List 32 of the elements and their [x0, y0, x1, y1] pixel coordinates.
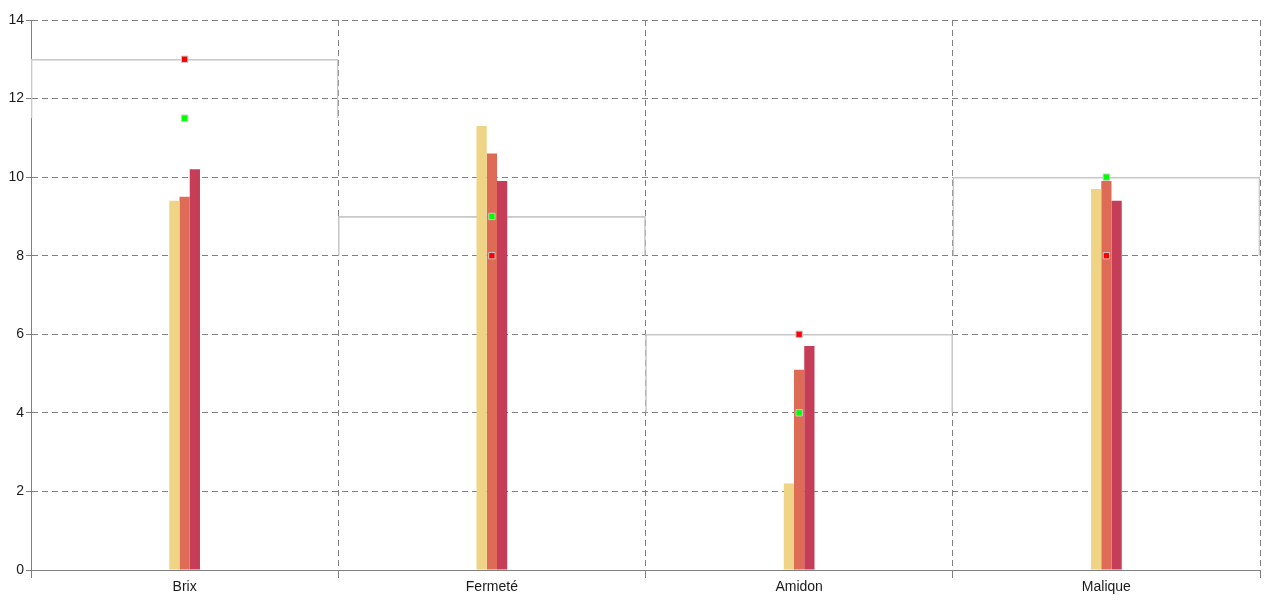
point: [1102, 173, 1111, 181]
bar: [169, 200, 180, 570]
bar: [497, 181, 508, 570]
point: [488, 252, 496, 260]
bar: [189, 169, 200, 570]
bar: [1101, 181, 1112, 570]
point: [180, 55, 189, 63]
y-tick-label: 10: [8, 168, 25, 184]
x-tick-label: Brix: [172, 578, 197, 595]
x-tick-label: Fermeté: [465, 578, 519, 595]
y-tick-label: 0: [16, 560, 25, 577]
point: [795, 409, 803, 417]
x-tick-label: Malique: [1081, 578, 1132, 595]
bar: [1111, 200, 1122, 570]
bar: [476, 126, 487, 570]
y-tick-label: 4: [16, 403, 25, 420]
y-tick-label: 6: [16, 325, 25, 342]
y-tick-label: 14: [8, 10, 25, 27]
bar: [486, 153, 497, 570]
y-tick-label: 2: [16, 482, 25, 499]
bar: [794, 369, 805, 570]
bar: [1091, 188, 1102, 570]
bar: [804, 346, 815, 570]
point: [795, 330, 803, 338]
point: [488, 212, 496, 221]
point: [1102, 252, 1111, 260]
bar: [783, 483, 794, 570]
x-tick-label: Amidon: [775, 578, 823, 595]
y-tick-label: 8: [16, 246, 25, 263]
y-tick-label: 12: [8, 89, 25, 106]
point: [180, 114, 189, 122]
bar: [179, 196, 190, 570]
